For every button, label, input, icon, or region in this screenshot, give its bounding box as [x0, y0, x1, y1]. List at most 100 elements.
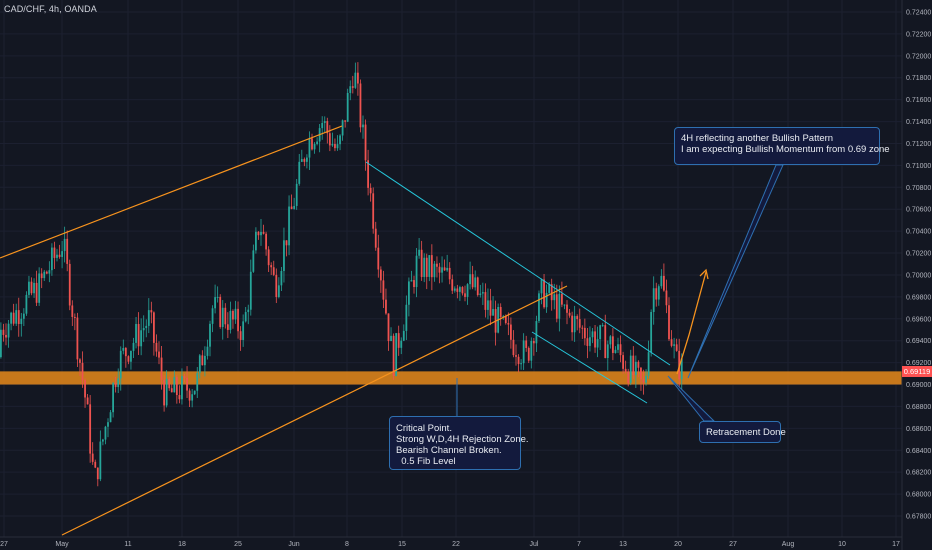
candle	[334, 138, 336, 152]
candle	[71, 300, 74, 326]
candle-body	[655, 288, 658, 300]
candle	[262, 224, 265, 235]
candle-body	[527, 347, 530, 361]
candle	[237, 301, 239, 339]
candle-body	[522, 340, 525, 364]
candle	[265, 231, 267, 256]
candle	[385, 288, 387, 315]
candle	[515, 344, 517, 366]
candle-body	[589, 337, 591, 346]
candle	[339, 134, 341, 151]
candle	[272, 260, 275, 277]
candle-body	[234, 308, 237, 320]
candle	[410, 270, 413, 282]
candle	[53, 241, 56, 269]
candle-body	[395, 333, 398, 377]
candle	[216, 286, 219, 303]
candle-body	[461, 287, 464, 294]
candle	[420, 240, 423, 281]
candle	[359, 79, 362, 133]
callout-line: I am expecting Bullish Momentum from 0.6…	[681, 144, 890, 155]
candle-body	[349, 86, 352, 93]
candle	[647, 340, 650, 379]
candle	[283, 227, 285, 283]
candle-body	[12, 312, 15, 324]
candle-body	[594, 331, 596, 348]
candle-body	[316, 141, 318, 145]
candle-body	[459, 287, 461, 292]
candle	[150, 301, 153, 324]
candle-body	[456, 288, 459, 292]
candle	[10, 311, 12, 331]
candle	[290, 194, 293, 210]
candle	[622, 351, 624, 374]
candle-body	[543, 279, 545, 308]
candle	[438, 262, 441, 284]
critical-point-callout: Critical Point. Strong W,D,4H Rejection …	[389, 416, 529, 470]
candle-body	[573, 316, 576, 333]
candle	[135, 317, 137, 349]
candle-body	[147, 310, 150, 326]
time-tick-label: 7	[577, 541, 581, 548]
candle	[484, 283, 487, 318]
price-tick-label: 0.68400	[906, 448, 931, 455]
candle	[191, 388, 194, 408]
candle	[446, 254, 449, 272]
candle	[561, 281, 563, 308]
time-tick-label: 11	[124, 541, 131, 548]
candle	[226, 312, 229, 339]
candle	[619, 335, 622, 363]
candle	[583, 318, 586, 346]
price-tick-label: 0.70600	[906, 207, 931, 214]
candle	[540, 278, 543, 305]
candle	[107, 418, 109, 438]
candle-body	[568, 312, 571, 316]
candle-body	[492, 309, 494, 316]
candle-body	[660, 275, 663, 287]
candle-body	[38, 273, 41, 303]
candle	[30, 277, 33, 296]
candle-body	[33, 282, 35, 294]
candle	[663, 263, 665, 292]
candle	[489, 288, 492, 326]
time-axis[interactable]: 27 May 11 18 25 Jun 8 15 22 Jul 7 13 20 27 Aug 10 17	[0, 541, 900, 548]
candle-body	[22, 313, 25, 319]
candle	[538, 290, 540, 323]
candle-body	[668, 305, 670, 340]
candle	[293, 197, 296, 210]
candle	[277, 277, 280, 299]
candle	[196, 367, 199, 398]
candle-body	[30, 281, 33, 294]
candle	[2, 323, 5, 342]
candle	[260, 219, 262, 246]
candle	[211, 305, 214, 333]
candle-body	[308, 138, 311, 158]
candle-body	[446, 267, 449, 271]
candle	[5, 323, 7, 346]
price-axis[interactable]: 0.72400 0.72200 0.72000 0.71800 0.71600 0.714…	[906, 10, 931, 521]
candle-body	[89, 404, 92, 454]
candle	[15, 303, 18, 327]
candle	[402, 324, 405, 342]
price-tick-label: 0.69000	[906, 382, 931, 389]
candle-body	[374, 228, 377, 248]
candle	[599, 324, 602, 351]
price-tick-label: 0.72400	[906, 10, 931, 17]
candle-body	[303, 159, 306, 162]
candle-body	[520, 363, 522, 365]
candle-body	[364, 124, 367, 161]
candle-body	[25, 294, 28, 314]
candle	[530, 337, 533, 369]
candle-body	[68, 263, 71, 306]
candle-body	[91, 453, 94, 462]
candle	[79, 358, 81, 376]
candle-body	[35, 282, 38, 303]
candle-body	[499, 306, 502, 318]
candle-body	[20, 318, 23, 324]
candle	[634, 355, 637, 389]
candle	[221, 300, 224, 340]
candle-body	[377, 247, 380, 270]
candle-body	[130, 350, 132, 362]
candle	[558, 285, 561, 332]
